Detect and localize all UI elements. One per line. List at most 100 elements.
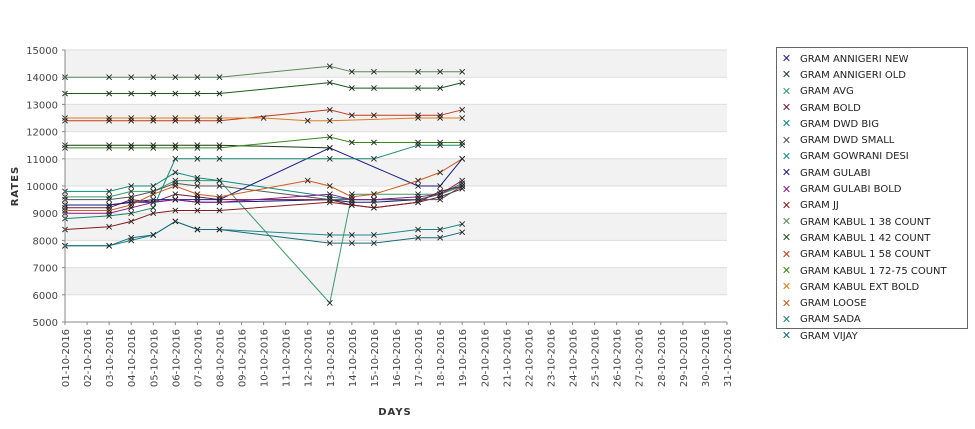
data-point-marker bbox=[150, 145, 157, 151]
series-line bbox=[65, 158, 463, 211]
data-point-marker bbox=[106, 90, 113, 97]
data-point-marker bbox=[106, 242, 113, 249]
data-point-marker bbox=[415, 112, 421, 119]
data-point-marker bbox=[106, 142, 113, 149]
data-point-marker bbox=[260, 115, 267, 121]
data-point-marker bbox=[194, 207, 201, 214]
data-point-marker bbox=[150, 142, 157, 149]
legend-label: GRAM KABUL 1 72-75 COUNT bbox=[800, 265, 947, 277]
data-point-marker bbox=[106, 204, 113, 211]
data-point-marker bbox=[459, 221, 466, 227]
series-12 bbox=[62, 106, 466, 124]
data-point-marker bbox=[326, 134, 333, 140]
x-tick-labels: 01-10-2016 02-10-2016 03-10-2016 04-10-2016… bbox=[61, 329, 734, 387]
data-point-marker bbox=[194, 191, 201, 198]
data-point-marker bbox=[194, 174, 201, 181]
legend-item: ✕ GRAM GOWRANI DESI bbox=[777, 149, 967, 165]
y-axis-label: RATES bbox=[10, 166, 21, 207]
x-tick-label: 28-10-2016 bbox=[657, 329, 668, 387]
legend-item: ✕ GRAM DWD BIG bbox=[777, 116, 967, 132]
data-point-marker bbox=[216, 115, 223, 121]
data-point-marker bbox=[415, 191, 421, 198]
data-point-marker bbox=[128, 74, 135, 81]
x-tick-label: 30-10-2016 bbox=[701, 329, 712, 387]
y-tick-label: 11000 bbox=[26, 155, 58, 166]
x-axis-label: DAYS bbox=[378, 407, 412, 418]
data-point-marker bbox=[326, 191, 333, 198]
series-5 bbox=[62, 180, 466, 203]
legend-label: GRAM BOLD bbox=[800, 102, 861, 114]
data-point-marker bbox=[128, 90, 135, 97]
legend-item: ✕ GRAM JJ bbox=[777, 198, 967, 214]
y-tick-label: 10000 bbox=[26, 182, 58, 193]
x-tick-label: 21-10-2016 bbox=[502, 329, 513, 387]
series-11 bbox=[62, 79, 466, 97]
legend-item: ✕ GRAM KABUL 1 58 COUNT bbox=[777, 247, 967, 263]
data-point-marker bbox=[106, 207, 113, 214]
data-point-marker bbox=[172, 169, 179, 176]
legend-label: GRAM DWD SMALL bbox=[800, 135, 895, 147]
data-point-marker bbox=[150, 204, 157, 211]
data-point-marker bbox=[194, 117, 201, 124]
data-point-marker bbox=[216, 183, 223, 189]
legend-item: ✕ GRAM DWD SMALL bbox=[777, 132, 967, 148]
data-point-marker bbox=[415, 115, 421, 121]
data-point-marker bbox=[326, 117, 333, 124]
data-point-marker bbox=[437, 68, 444, 75]
data-point-marker bbox=[150, 117, 157, 124]
legend-marker-icon: ✕ bbox=[781, 198, 792, 212]
legend-item: ✕ GRAM BOLD bbox=[777, 100, 967, 116]
y-tick-label: 6000 bbox=[33, 291, 58, 302]
series-8 bbox=[62, 177, 466, 217]
legend-marker-icon: ✕ bbox=[781, 247, 792, 261]
data-point-marker bbox=[150, 232, 157, 238]
data-point-marker bbox=[172, 145, 179, 151]
data-point-marker bbox=[194, 115, 201, 121]
data-point-marker bbox=[128, 117, 135, 124]
data-point-marker bbox=[194, 183, 201, 189]
data-point-marker bbox=[348, 139, 355, 146]
data-point-marker bbox=[415, 177, 421, 184]
data-point-marker bbox=[128, 115, 135, 121]
data-point-marker bbox=[216, 90, 223, 97]
data-point-marker bbox=[194, 177, 201, 184]
x-tick-label: 18-10-2016 bbox=[436, 329, 447, 387]
x-tick-label: 02-10-2016 bbox=[83, 329, 94, 387]
legend-label: GRAM KABUL 1 58 COUNT bbox=[800, 249, 931, 261]
data-point-marker bbox=[128, 234, 135, 241]
data-point-marker bbox=[415, 193, 421, 200]
data-point-marker bbox=[216, 145, 223, 151]
data-point-marker bbox=[459, 177, 466, 184]
data-point-marker bbox=[304, 117, 311, 124]
data-point-marker bbox=[348, 240, 355, 247]
series-9 bbox=[62, 183, 466, 233]
legend-marker-icon: ✕ bbox=[781, 117, 792, 131]
legend-label: GRAM LOOSE bbox=[800, 298, 867, 310]
data-point-marker bbox=[172, 177, 179, 184]
legend-marker-icon: ✕ bbox=[781, 296, 792, 310]
series-7 bbox=[62, 145, 466, 208]
x-tick-label: 22-10-2016 bbox=[524, 329, 535, 387]
legend-marker-icon: ✕ bbox=[781, 182, 792, 196]
legend-item: ✕ GRAM KABUL 1 42 COUNT bbox=[777, 230, 967, 246]
data-point-marker bbox=[415, 68, 421, 75]
data-point-marker bbox=[216, 196, 223, 203]
data-point-marker bbox=[106, 117, 113, 124]
plot-band bbox=[65, 158, 727, 186]
data-point-marker bbox=[326, 63, 333, 70]
data-point-marker bbox=[106, 115, 113, 121]
data-point-marker bbox=[415, 183, 421, 189]
legend-item: ✕ GRAM SADA bbox=[777, 312, 967, 328]
data-point-marker bbox=[128, 202, 135, 208]
data-point-marker bbox=[437, 142, 444, 149]
data-point-marker bbox=[150, 90, 157, 97]
legend-marker-icon: ✕ bbox=[781, 149, 792, 163]
data-point-marker bbox=[172, 207, 179, 214]
y-tick-label: 13000 bbox=[26, 100, 58, 111]
data-point-marker bbox=[437, 234, 444, 241]
data-point-marker bbox=[216, 177, 223, 184]
data-point-marker bbox=[371, 199, 377, 206]
data-point-marker bbox=[326, 145, 333, 151]
data-point-marker bbox=[459, 229, 466, 236]
data-point-marker bbox=[106, 210, 113, 217]
